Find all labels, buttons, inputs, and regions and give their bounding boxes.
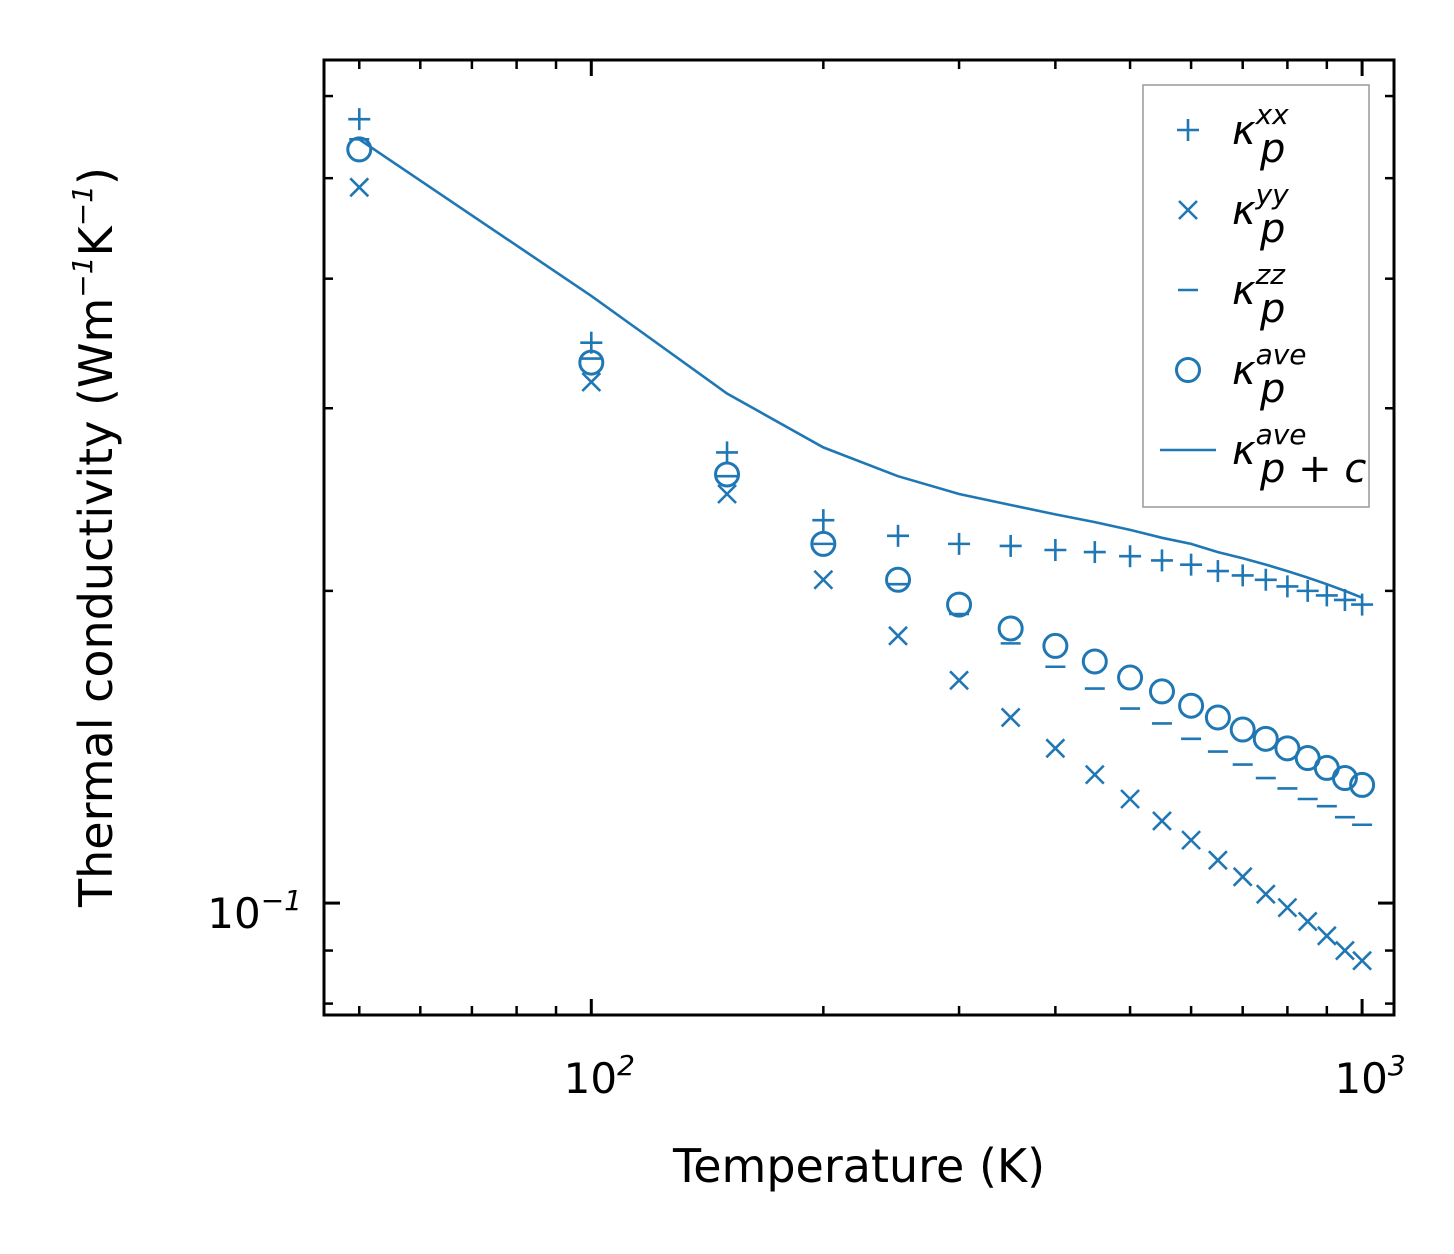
y-axis-label: Thermal conductivity (Wm−1K−1) bbox=[66, 167, 123, 908]
x-tick-label-100: 102 bbox=[564, 1049, 635, 1103]
data-point bbox=[1232, 866, 1253, 887]
data-point bbox=[578, 349, 605, 376]
data-point bbox=[1315, 584, 1338, 607]
legend-frame bbox=[1142, 84, 1370, 508]
data-point bbox=[885, 566, 912, 593]
data-point bbox=[1206, 560, 1229, 583]
data-point bbox=[714, 461, 741, 488]
data-point bbox=[887, 524, 910, 547]
data-point bbox=[1207, 850, 1228, 871]
data-point bbox=[1352, 950, 1373, 971]
series-line-kappa-p-plus-c-ave bbox=[358, 138, 1363, 599]
data-point bbox=[1152, 811, 1172, 831]
data-point bbox=[1231, 564, 1254, 587]
data-point bbox=[1349, 771, 1376, 798]
data-point bbox=[948, 532, 971, 555]
data-point bbox=[1277, 897, 1298, 918]
data-point bbox=[346, 136, 373, 163]
legend-marker bbox=[1177, 119, 1199, 141]
data-point bbox=[1252, 725, 1279, 752]
legend-label-subscript: p + c bbox=[1259, 446, 1366, 492]
data-point bbox=[1296, 579, 1319, 602]
data-point bbox=[949, 670, 969, 691]
legend-label-subscript: p bbox=[1259, 206, 1285, 252]
data-point bbox=[349, 177, 370, 198]
data-point bbox=[1181, 830, 1202, 851]
data-point bbox=[1331, 765, 1358, 792]
data-point bbox=[348, 108, 371, 131]
data-point bbox=[1081, 648, 1108, 675]
legend-label: κave bbox=[1232, 338, 1307, 394]
axis-ticks bbox=[324, 60, 1394, 1015]
data-point bbox=[946, 591, 973, 618]
data-point bbox=[1204, 704, 1231, 731]
data-point bbox=[1333, 588, 1356, 611]
data-point bbox=[812, 509, 835, 532]
data-point bbox=[1297, 911, 1318, 932]
plot-frame bbox=[322, 58, 1396, 1017]
series-zz-dash bbox=[349, 138, 1373, 827]
data-point bbox=[716, 441, 739, 464]
data-point bbox=[1180, 553, 1203, 576]
data-point bbox=[1178, 692, 1205, 719]
series-ave-circle bbox=[346, 136, 1376, 798]
data-point bbox=[1044, 539, 1067, 562]
data-point bbox=[1316, 925, 1337, 946]
data-point bbox=[1117, 664, 1144, 691]
data-point bbox=[1045, 738, 1066, 759]
legend-marker bbox=[1175, 357, 1201, 383]
data-point bbox=[1274, 735, 1301, 762]
legend-marker bbox=[1178, 200, 1198, 220]
legend-label: κave bbox=[1232, 418, 1307, 474]
data-point bbox=[999, 534, 1022, 557]
data-point bbox=[1000, 707, 1021, 728]
legend-label-subscript: p bbox=[1259, 366, 1285, 412]
data-point bbox=[813, 569, 834, 590]
data-point bbox=[1042, 632, 1069, 659]
legend-label: κxx bbox=[1232, 98, 1289, 154]
data-point bbox=[888, 625, 908, 646]
series-layer bbox=[346, 108, 1376, 971]
data-point bbox=[1229, 716, 1256, 743]
data-point bbox=[1335, 940, 1355, 961]
data-point bbox=[1084, 764, 1105, 785]
data-point bbox=[810, 530, 837, 557]
x-axis-label: Temperature (K) bbox=[672, 1139, 1045, 1193]
data-point bbox=[717, 484, 737, 504]
data-point bbox=[1150, 549, 1173, 572]
y-tick-label-0.1: 10−1 bbox=[207, 884, 302, 938]
legend-label: κyy bbox=[1232, 178, 1289, 234]
legend-label-subscript: p bbox=[1259, 286, 1285, 332]
data-point bbox=[1120, 789, 1140, 809]
series-ave-line bbox=[358, 138, 1363, 599]
data-point bbox=[1276, 575, 1299, 598]
data-point bbox=[581, 372, 602, 392]
data-point bbox=[997, 615, 1024, 642]
legend-label-subscript: p bbox=[1259, 126, 1285, 172]
data-point bbox=[1255, 884, 1276, 905]
series-xx-plus bbox=[348, 108, 1374, 616]
data-point bbox=[1119, 545, 1142, 568]
data-point bbox=[1254, 568, 1277, 591]
data-point bbox=[1083, 541, 1106, 564]
data-point bbox=[1148, 678, 1175, 705]
series-yy-x bbox=[349, 177, 1373, 971]
x-tick-label-1000: 103 bbox=[1334, 1049, 1405, 1103]
legend-label: κzz bbox=[1232, 258, 1286, 314]
